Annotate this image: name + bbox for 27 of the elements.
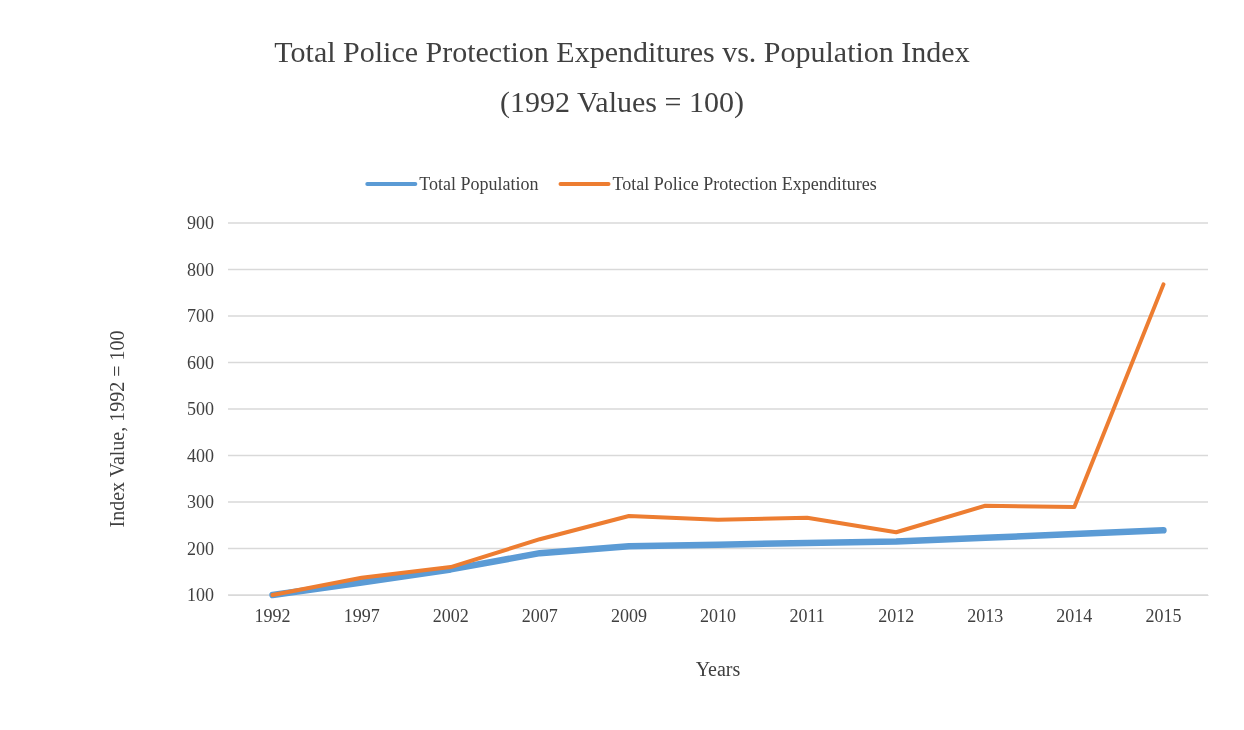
y-tick-label: 500 xyxy=(187,399,214,420)
y-tick-label: 700 xyxy=(187,306,214,327)
line-series xyxy=(270,282,1166,597)
x-tick-label: 2011 xyxy=(789,605,825,626)
y-tick-label: 600 xyxy=(187,352,214,373)
chart-subtitle: (1992 Values = 100) xyxy=(500,85,744,119)
y-tick-label: 100 xyxy=(187,585,214,606)
x-axis-title: Years xyxy=(695,658,741,680)
x-tick-label: 2013 xyxy=(967,605,1004,626)
x-tick-label: 1992 xyxy=(254,605,291,626)
legend-label: Total Population xyxy=(419,174,539,194)
x-tick-label: 1997 xyxy=(343,605,380,626)
y-axis-title: Index Value, 1992 = 100 xyxy=(106,330,128,528)
x-tick-label: 2002 xyxy=(432,605,469,626)
x-tick-label: 2007 xyxy=(521,605,558,626)
x-tick-label: 2014 xyxy=(1056,605,1093,626)
legend-label: Total Police Protection Expenditures xyxy=(612,174,877,194)
chart-title: Total Police Protection Expenditures vs. Population Index xyxy=(274,35,970,68)
y-tick-label: 900 xyxy=(187,213,214,234)
x-tick-label: 2009 xyxy=(610,605,647,626)
x-tick-label: 2010 xyxy=(700,605,736,626)
y-tick-label: 200 xyxy=(187,538,214,559)
y-tick-label: 400 xyxy=(187,445,214,466)
x-tick-label: 2012 xyxy=(878,605,915,626)
y-tick-label: 800 xyxy=(187,259,214,280)
x-tick-label: 2015 xyxy=(1145,605,1182,626)
y-tick-label: 300 xyxy=(187,492,214,513)
